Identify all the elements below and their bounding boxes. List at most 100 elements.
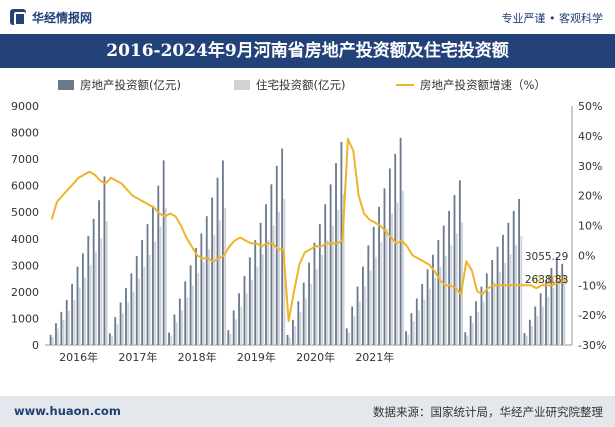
bar-residential (148, 254, 151, 345)
bar-real-estate (555, 257, 558, 345)
bar-real-estate (545, 279, 547, 345)
bar-residential (294, 326, 297, 345)
bar-real-estate (410, 313, 413, 345)
bar-residential (466, 335, 469, 345)
bar-residential (164, 207, 167, 345)
bar-real-estate (119, 302, 122, 345)
bar-real-estate (162, 160, 165, 345)
legend-label-real-estate: 房地产投资额(亿元) (80, 77, 181, 92)
bar-real-estate (415, 298, 418, 345)
bar-real-estate (388, 168, 391, 345)
bar-residential (412, 321, 415, 345)
x-tick-label: 2020年 (296, 350, 335, 364)
y-right-tick-label: -20% (578, 309, 606, 322)
bar-residential (218, 220, 221, 345)
bar-real-estate (485, 273, 488, 345)
bar-residential (235, 319, 237, 345)
bar-real-estate (248, 257, 251, 345)
bar-real-estate (146, 224, 149, 345)
y-left-tick-label: 8000 (11, 127, 39, 140)
bar-residential (445, 256, 447, 345)
bar-real-estate (329, 184, 332, 345)
bar-residential (202, 261, 205, 345)
bar-residential (94, 252, 97, 345)
y-left-tick-label: 5000 (11, 206, 39, 219)
bar-residential (100, 238, 103, 345)
bar-real-estate (81, 253, 84, 345)
bar-real-estate (448, 210, 451, 345)
bar-real-estate (125, 287, 127, 345)
bar-residential (471, 323, 474, 345)
bar-real-estate (87, 236, 90, 345)
bar-residential (51, 337, 54, 345)
bar-real-estate (114, 317, 117, 345)
legend-label-residential: 住宅投资额(亿元) (256, 77, 346, 92)
bar-real-estate (130, 273, 133, 345)
x-tick-label: 2021年 (355, 350, 394, 364)
bar-real-estate (453, 194, 456, 345)
bar-residential (256, 266, 259, 345)
bar-residential (240, 306, 243, 345)
bar-residential (401, 190, 404, 345)
bar-residential (348, 332, 350, 345)
y-left-tick-label: 4000 (11, 233, 39, 246)
bar-real-estate (496, 246, 499, 345)
bar-real-estate (292, 319, 294, 345)
bar-real-estate (211, 197, 214, 345)
x-tick-label: 2018年 (178, 350, 217, 364)
end-label-residential: 2638.83 (525, 274, 568, 286)
footer-source: 数据来源：国家统计局，华经产业研究院整理 (373, 405, 603, 419)
bar-residential (477, 312, 480, 345)
footer: www.huaon.com 数据来源：国家统计局，华经产业研究院整理 (0, 396, 615, 427)
bar-residential (385, 228, 388, 345)
bar-real-estate (421, 283, 424, 345)
bar-residential (278, 211, 280, 345)
bar-residential (450, 245, 453, 345)
legend-item-residential: 住宅投资额(亿元) (234, 76, 345, 92)
bar-real-estate (528, 319, 531, 345)
bar-real-estate (362, 266, 364, 345)
bar-real-estate (178, 298, 181, 345)
legend: 房地产投资额(亿元) 住宅投资额(亿元) 房地产投资额增速（%） (0, 72, 615, 94)
bar-residential (181, 310, 183, 345)
bar-residential (407, 334, 410, 345)
y-right-tick-label: 20% (578, 190, 602, 203)
bar-real-estate (243, 275, 246, 345)
bar-real-estate (534, 306, 537, 345)
bar-real-estate (200, 233, 203, 345)
y-right-tick-label: 0% (578, 249, 595, 262)
y-left-tick-label: 7000 (11, 153, 39, 166)
bar-residential (520, 236, 523, 345)
x-tick-label: 2019年 (237, 350, 276, 364)
bar-real-estate (275, 165, 278, 345)
bar-real-estate (345, 328, 348, 345)
bar-residential (116, 324, 119, 345)
bar-real-estate (259, 222, 262, 345)
y-left-tick-label: 3000 (11, 259, 39, 272)
bar-residential (353, 316, 356, 345)
bar-residential (229, 333, 232, 345)
logo-icon (10, 9, 26, 26)
y-left-tick-label: 1000 (11, 312, 39, 325)
bar-residential (73, 299, 76, 345)
x-tick-label: 2016年 (59, 350, 98, 364)
bar-residential (121, 313, 124, 345)
bar-real-estate (502, 234, 504, 345)
legend-item-real-estate: 房地产投资额(亿元) (58, 76, 181, 92)
bar-residential (552, 287, 555, 345)
bar-real-estate (189, 265, 192, 345)
bar-residential (428, 288, 431, 345)
bar-real-estate (71, 283, 74, 345)
footer-url[interactable]: www.huaon.com (14, 404, 121, 418)
bar-residential (531, 326, 534, 345)
end-label-growth: -9.10% (531, 275, 568, 287)
bar-residential (170, 335, 173, 345)
y-right-tick-label: 10% (578, 220, 602, 233)
bar-residential (493, 281, 496, 345)
bar-residential (251, 279, 253, 345)
bar-residential (159, 226, 162, 345)
y-left-tick-label: 9000 (11, 100, 39, 113)
y-left-tick-label: 2000 (11, 286, 39, 299)
bar-real-estate (195, 248, 197, 345)
bar-residential (175, 322, 178, 345)
